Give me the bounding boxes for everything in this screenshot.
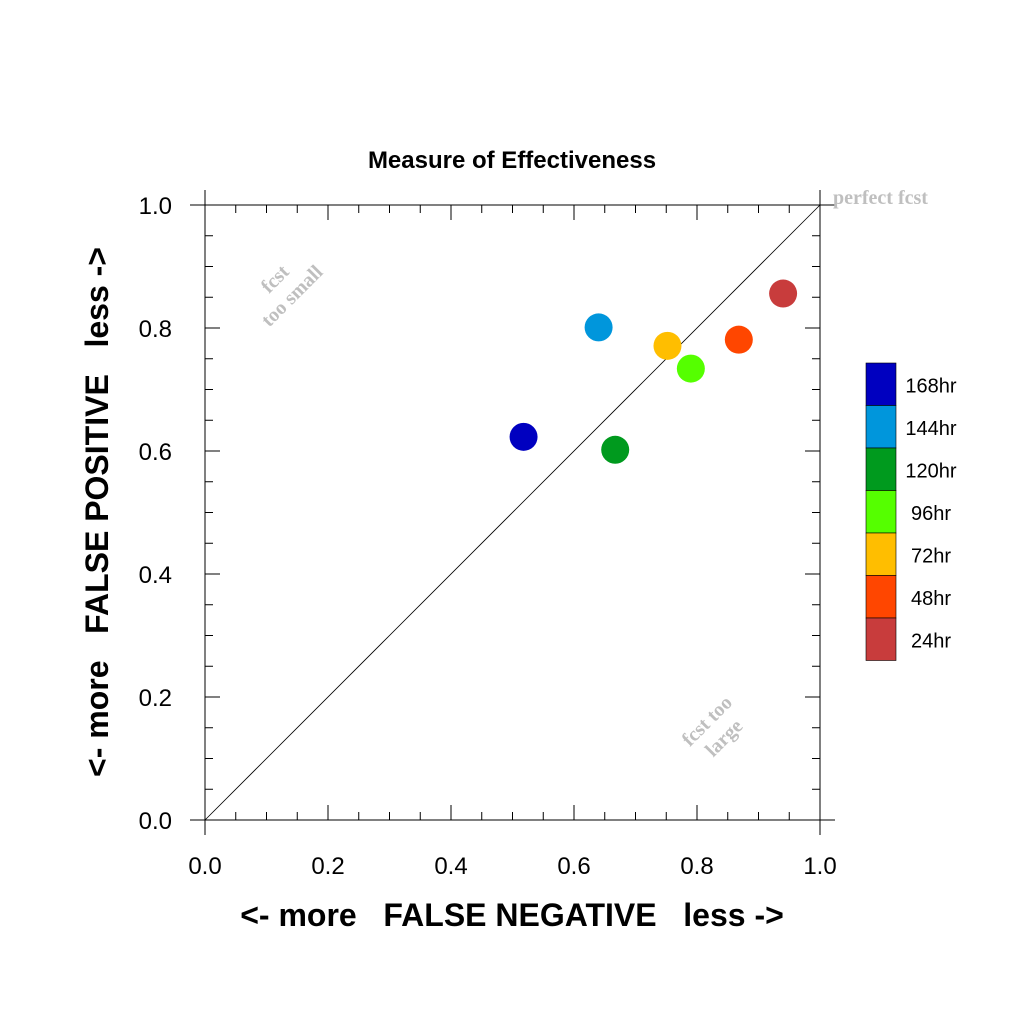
legend-label-120hr: 120hr bbox=[905, 460, 956, 482]
x-tick-label: 0.8 bbox=[680, 853, 713, 880]
annotation-too-small: fcst too small bbox=[257, 261, 328, 332]
legend-label-168hr: 168hr bbox=[905, 375, 956, 397]
y-tick-label: 1.0 bbox=[139, 193, 172, 220]
legend-swatch-96hr bbox=[865, 490, 897, 534]
axis-tick-labels: 0.0 0.2 0.4 0.6 0.8 1.0 0.0 0.2 0.4 0.6 0.8 1.0 bbox=[139, 193, 837, 880]
legend-swatch-168hr bbox=[865, 362, 897, 406]
y-tick-label: 0.8 bbox=[139, 316, 172, 343]
x-axis-label: <- more FALSE NEGATIVE less -> bbox=[240, 897, 784, 933]
legend: 168hr 144hr 120hr 96hr 72hr 48hr 24hr bbox=[865, 362, 957, 661]
legend-label-24hr: 24hr bbox=[911, 630, 951, 652]
x-tick-label: 0.0 bbox=[188, 853, 221, 880]
data-points bbox=[509, 279, 798, 464]
legend-swatch-24hr bbox=[865, 617, 897, 661]
legend-label-96hr: 96hr bbox=[911, 503, 951, 525]
legend-swatch-72hr bbox=[865, 532, 897, 576]
perfect-forecast-line bbox=[204, 204, 821, 821]
x-tick-label: 0.4 bbox=[434, 853, 467, 880]
y-tick-label: 0.6 bbox=[139, 439, 172, 466]
data-point-96hr bbox=[676, 354, 705, 383]
legend-label-72hr: 72hr bbox=[911, 545, 951, 567]
data-point-144hr bbox=[584, 313, 613, 342]
x-tick-label: 0.2 bbox=[311, 853, 344, 880]
legend-swatch-48hr bbox=[865, 575, 897, 619]
y-axis-label: <- more FALSE POSITIVE less -> bbox=[79, 247, 115, 777]
legend-swatch-144hr bbox=[865, 405, 897, 449]
y-tick-label: 0.4 bbox=[139, 562, 172, 589]
legend-label-144hr: 144hr bbox=[905, 418, 956, 440]
legend-label-48hr: 48hr bbox=[911, 588, 951, 610]
data-point-168hr bbox=[509, 422, 538, 451]
perfect-forecast-label: perfect fcst bbox=[833, 187, 928, 209]
annotation-too-large: fcst too large bbox=[678, 692, 748, 762]
y-tick-label: 0.0 bbox=[139, 808, 172, 835]
data-point-72hr bbox=[653, 331, 682, 360]
y-tick-label: 0.2 bbox=[139, 685, 172, 712]
chart-title: Measure of Effectiveness bbox=[368, 147, 656, 174]
x-tick-label: 1.0 bbox=[803, 853, 836, 880]
data-point-24hr bbox=[769, 279, 798, 308]
axis-ticks bbox=[204, 204, 821, 821]
data-point-48hr bbox=[724, 325, 753, 354]
data-point-120hr bbox=[601, 435, 630, 464]
x-tick-label: 0.6 bbox=[557, 853, 590, 880]
legend-swatch-120hr bbox=[865, 447, 897, 491]
